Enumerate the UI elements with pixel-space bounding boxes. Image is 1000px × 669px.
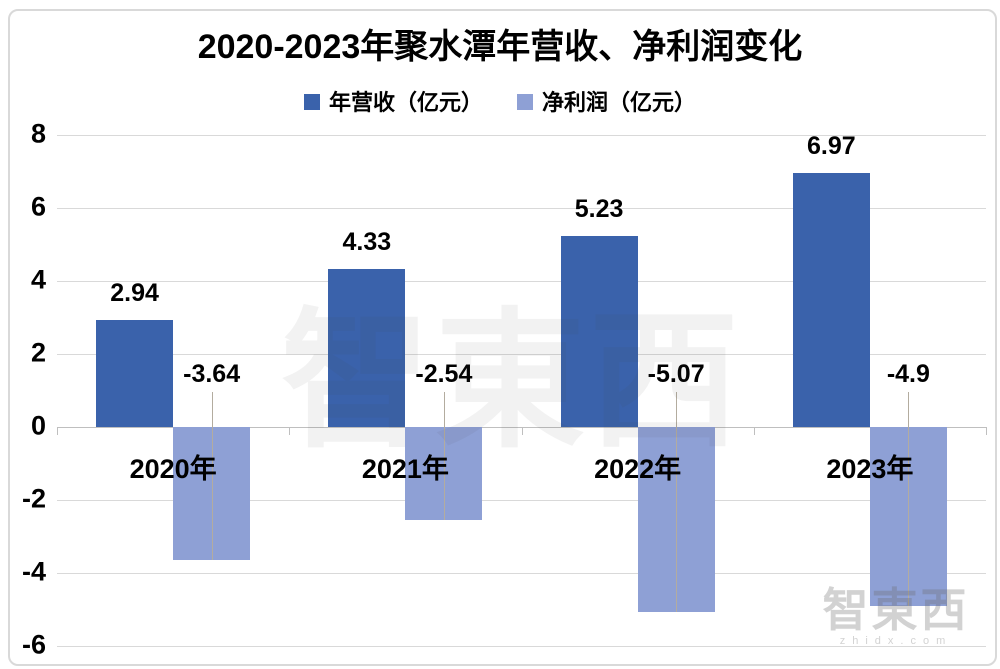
y-axis-label--2: -2 bbox=[21, 483, 46, 514]
gridline-y-6 bbox=[57, 208, 986, 209]
data-label-net-profit: -4.9 bbox=[886, 360, 930, 388]
x-axis-tick bbox=[753, 427, 755, 435]
data-label-leader-line bbox=[908, 392, 910, 606]
chart-legend: 年营收（亿元） 净利润（亿元） bbox=[0, 85, 1000, 117]
x-axis-tick bbox=[521, 427, 523, 435]
data-label-revenue: 4.33 bbox=[342, 227, 392, 256]
x-axis-tick bbox=[986, 427, 987, 435]
data-label-revenue: 2.94 bbox=[110, 278, 159, 307]
gridline-y-8 bbox=[57, 135, 986, 136]
y-axis-label--6: -6 bbox=[21, 629, 46, 660]
chart-title: 2020-2023年聚水潭年营收、净利润变化 bbox=[197, 28, 803, 66]
data-label-leader-line bbox=[443, 392, 445, 520]
legend-label-revenue: 年营收（亿元） bbox=[328, 90, 483, 115]
y-axis-label-0: 0 bbox=[30, 410, 46, 441]
legend-item-revenue: 年营收（亿元） bbox=[303, 85, 483, 117]
y-axis-label-8: 8 bbox=[30, 118, 46, 149]
gridline-y--2 bbox=[57, 500, 986, 501]
data-label-revenue: 6.97 bbox=[807, 131, 856, 160]
x-axis-tick bbox=[289, 427, 291, 435]
gridline-y-4 bbox=[57, 281, 986, 282]
data-label-leader-line bbox=[211, 392, 213, 560]
category-label-2023年: 2023年 bbox=[826, 454, 914, 484]
legend-label-net-profit: 净利润（亿元） bbox=[542, 90, 697, 115]
y-axis-label-4: 4 bbox=[30, 264, 46, 295]
y-axis-label-6: 6 bbox=[30, 191, 46, 222]
category-label-2021年: 2021年 bbox=[361, 454, 449, 484]
x-axis-tick bbox=[57, 427, 58, 435]
data-label-revenue: 5.23 bbox=[574, 195, 624, 224]
gridline-y--6 bbox=[57, 646, 986, 647]
legend-swatch-revenue-icon bbox=[303, 94, 320, 110]
bar-revenue-2021年 bbox=[328, 268, 406, 427]
y-axis-label-2: 2 bbox=[30, 337, 46, 368]
category-label-2022年: 2022年 bbox=[594, 454, 682, 484]
bar-revenue-2020年 bbox=[96, 319, 174, 427]
data-label-net-profit: -5.07 bbox=[647, 360, 705, 388]
category-label-2020年: 2020年 bbox=[129, 454, 217, 484]
legend-item-net-profit: 净利润（亿元） bbox=[517, 85, 696, 117]
y-axis-label--4: -4 bbox=[21, 556, 46, 587]
bar-revenue-2022年 bbox=[560, 236, 638, 427]
data-label-leader-line bbox=[676, 392, 678, 613]
data-label-net-profit: -3.64 bbox=[183, 360, 241, 388]
gridline-y--4 bbox=[57, 573, 986, 574]
gridline-y-2 bbox=[57, 354, 986, 355]
bar-revenue-2023年 bbox=[792, 172, 870, 427]
data-label-net-profit: -2.54 bbox=[415, 360, 473, 388]
legend-swatch-net-profit-icon bbox=[517, 94, 533, 110]
